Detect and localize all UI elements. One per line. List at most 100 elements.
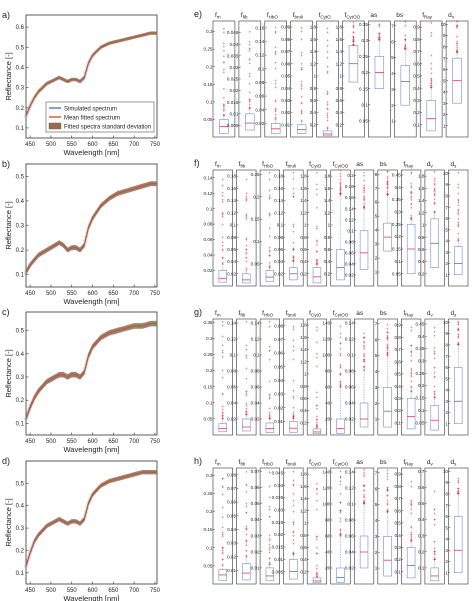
y-tick-label: 0.25 <box>204 47 213 52</box>
outlier-marker: + <box>316 537 319 542</box>
outlier-marker: + <box>221 485 224 490</box>
y-tick-label: 0.2 <box>418 271 425 276</box>
outlier-marker: + <box>316 257 319 262</box>
outlier-marker: + <box>316 534 319 539</box>
band-marker <box>38 251 43 256</box>
outlier-marker: + <box>269 263 272 268</box>
outlier-marker: + <box>457 486 460 491</box>
panel-label: b) <box>2 159 10 169</box>
y-tick-label: 80 <box>325 518 331 523</box>
outlier-marker: + <box>378 32 381 37</box>
outlier-marker: + <box>316 340 319 345</box>
box <box>430 567 439 582</box>
y-tick-label: 0.02 <box>229 88 238 93</box>
outlier-marker: + <box>456 39 459 44</box>
y-tick-label: 0.05 <box>274 364 283 369</box>
outlier-marker: + <box>269 264 272 269</box>
outlier-marker: + <box>249 29 252 34</box>
outlier-marker: + <box>274 81 277 86</box>
outlier-marker: + <box>221 546 224 551</box>
outlier-marker: + <box>249 90 252 95</box>
outlier-marker: + <box>410 537 413 542</box>
outlier-marker: + <box>269 248 272 253</box>
outlier-marker: + <box>221 551 224 556</box>
x-tick-label: 450 <box>25 439 36 445</box>
outlier-marker: + <box>433 186 436 191</box>
outlier-marker: + <box>223 113 226 118</box>
outlier-marker: + <box>245 549 248 554</box>
outlier-marker: + <box>269 542 272 547</box>
outlier-marker: + <box>433 517 436 522</box>
subplot-fbruli: fbruli0.010.020.030.040.050.060.070.08++… <box>274 310 304 436</box>
param-label: ffib <box>241 12 248 20</box>
outlier-marker: + <box>339 384 342 389</box>
y-tick-label: 0.01 <box>229 111 238 116</box>
outlier-marker: + <box>410 389 413 394</box>
outlier-marker: + <box>326 38 329 43</box>
outlier-marker: + <box>363 354 366 359</box>
y-tick-label: 0.2 <box>206 368 213 373</box>
outlier-marker: + <box>410 195 413 200</box>
band-marker <box>51 244 55 249</box>
subplot-frame <box>259 169 280 287</box>
outlier-marker: + <box>339 474 342 479</box>
outlier-marker: + <box>221 404 224 409</box>
outlier-marker: + <box>363 359 366 364</box>
outlier-marker: + <box>433 395 436 400</box>
y-tick-label: 0.4 <box>16 352 25 358</box>
panel-label: h) <box>194 456 202 466</box>
y-tick-label: 0.15 <box>251 217 260 222</box>
mean-fitted-spectrum-line <box>25 183 157 273</box>
outlier-marker: + <box>269 562 272 567</box>
subplot-frame <box>377 318 398 436</box>
outlier-marker: + <box>410 538 413 543</box>
outlier-marker: + <box>386 488 389 493</box>
outlier-marker: + <box>456 41 459 46</box>
y-tick-label: 0.2 <box>16 248 25 254</box>
outlier-marker: + <box>221 343 224 348</box>
outlier-marker: + <box>404 19 407 24</box>
x-tick-label: 700 <box>129 142 140 148</box>
outlier-marker: + <box>386 180 389 185</box>
outlier-marker: + <box>410 359 413 364</box>
outlier-marker: + <box>404 46 407 51</box>
band-marker <box>79 374 83 378</box>
outlier-marker: + <box>410 534 413 539</box>
outlier-marker: + <box>326 106 329 111</box>
param-label: fbruli <box>286 310 296 318</box>
outlier-marker: + <box>378 31 381 36</box>
outlier-marker: + <box>326 55 329 60</box>
outlier-marker: + <box>457 489 460 494</box>
outlier-marker: + <box>223 102 226 107</box>
band-marker <box>39 251 44 255</box>
y-tick-label: 0.2 <box>253 194 260 199</box>
param-label: fCytOO <box>333 161 349 169</box>
band-marker <box>36 389 41 393</box>
outlier-marker: + <box>292 478 295 483</box>
band-marker <box>90 53 95 58</box>
outlier-marker: + <box>457 326 460 331</box>
x-tick-label: 550 <box>67 588 78 594</box>
y-tick-label: 0.4 <box>16 65 25 71</box>
outlier-marker: + <box>363 201 366 206</box>
outlier-marker: + <box>386 330 389 335</box>
y-tick-label: 0.04 <box>251 401 260 406</box>
outlier-marker: + <box>269 562 272 567</box>
box <box>312 267 322 284</box>
outlier-marker: + <box>316 551 319 556</box>
outlier-marker: + <box>300 67 303 72</box>
band-marker <box>99 335 103 340</box>
outlier-marker: + <box>433 189 436 194</box>
outlier-marker: + <box>292 247 295 252</box>
outlier-marker: + <box>245 543 248 548</box>
outlier-marker: + <box>386 191 389 196</box>
outlier-marker: + <box>339 186 342 191</box>
legend-entry: Fitted spectra standard deviation <box>64 124 151 130</box>
outlier-marker: + <box>378 33 381 38</box>
band-marker <box>35 254 40 259</box>
y-tick-label: 0.12 <box>204 191 213 196</box>
outlier-marker: + <box>223 109 226 114</box>
std-band <box>26 320 157 422</box>
outlier-marker: + <box>457 322 460 327</box>
y-tick-label: 0.035 <box>272 495 284 500</box>
